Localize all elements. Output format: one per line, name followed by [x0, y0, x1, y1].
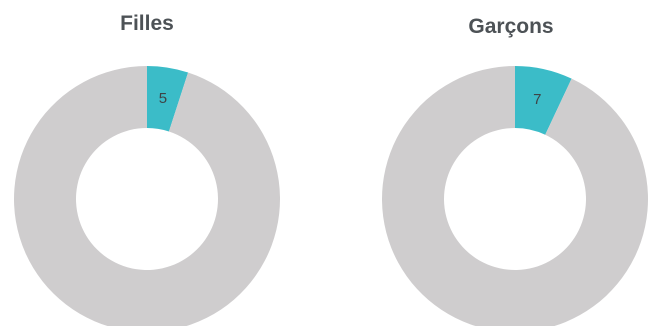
data-label-garcons-0: 7	[533, 91, 541, 108]
chart-title-filles: Filles	[120, 12, 174, 35]
chart-title-garcons: Garçons	[468, 15, 554, 38]
donut-slice-filles-1	[14, 66, 280, 326]
donut-slice-filles-0	[147, 66, 189, 132]
donut-slice-garcons-0	[515, 66, 572, 135]
data-label-filles-0: 5	[159, 90, 167, 107]
donut-slice-garcons-1	[382, 66, 648, 326]
